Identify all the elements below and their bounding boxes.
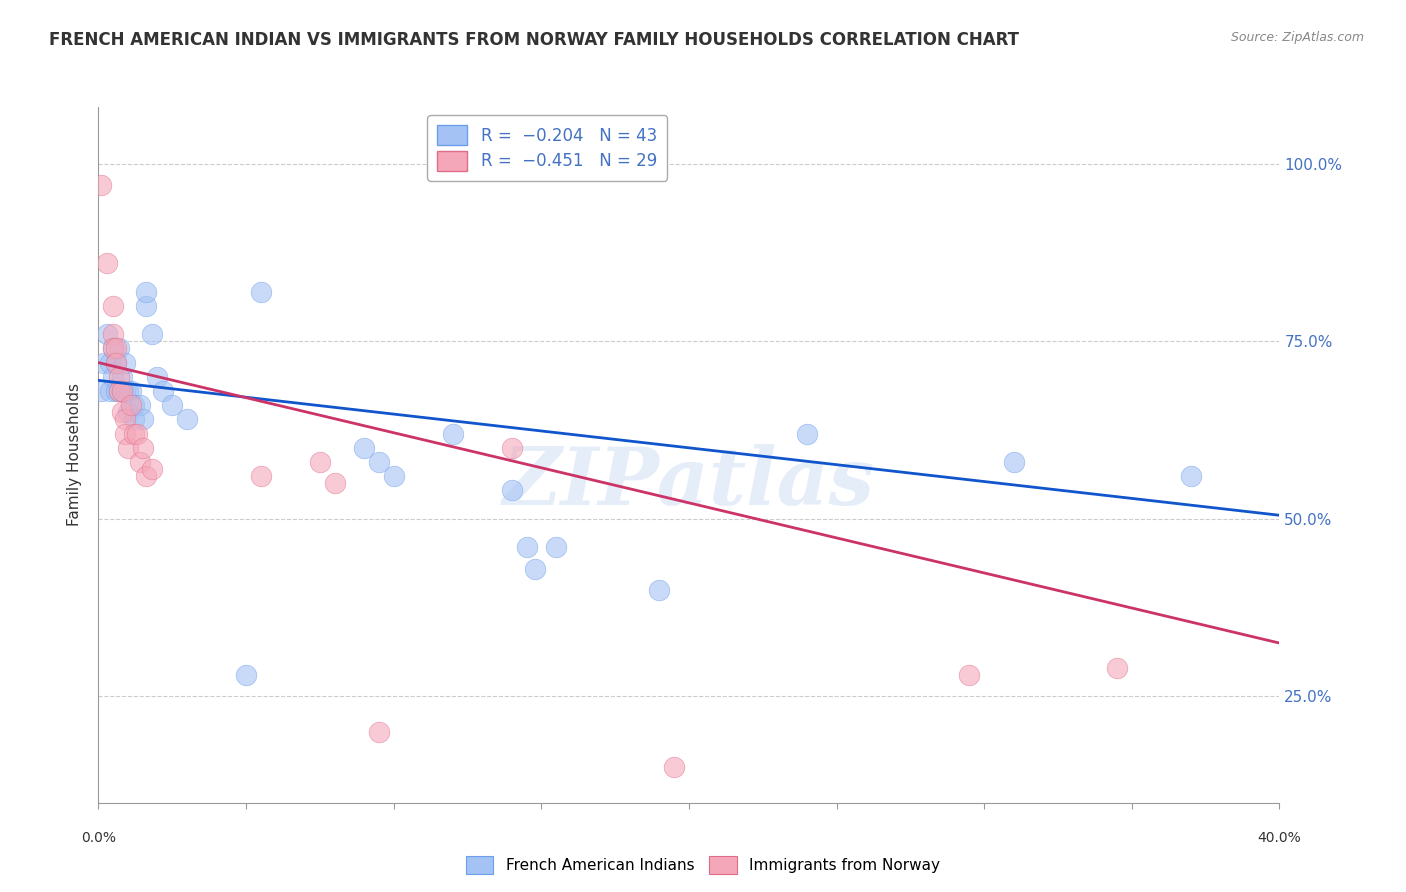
Point (441, 426, 464, 441)
Point (128, 455, 150, 469)
Point (103, 369, 125, 384)
Point (250, 285, 273, 299)
Point (111, 405, 134, 419)
Point (368, 724, 391, 739)
Point (111, 384, 134, 398)
Point (90, 178, 112, 193)
Point (108, 342, 131, 356)
Point (323, 476, 346, 491)
Point (103, 342, 125, 356)
Point (382, 469, 405, 483)
Point (98, 356, 121, 370)
Point (796, 426, 818, 441)
Point (105, 356, 128, 370)
Point (122, 412, 145, 426)
Point (235, 668, 257, 682)
Point (501, 483, 523, 498)
Point (117, 441, 139, 455)
Point (1105, 661, 1128, 675)
Point (120, 384, 142, 398)
Point (103, 327, 125, 342)
Text: 40.0%: 40.0% (1257, 831, 1302, 846)
Point (108, 384, 131, 398)
Point (141, 462, 163, 476)
Point (128, 398, 150, 412)
Point (120, 398, 142, 412)
Point (93, 356, 115, 370)
Point (959, 668, 981, 682)
Point (546, 540, 568, 554)
Point (117, 384, 139, 398)
Point (648, 582, 671, 597)
Point (105, 384, 128, 398)
Point (664, 760, 686, 774)
Text: ZIPatlas: ZIPatlas (503, 444, 875, 522)
Point (117, 405, 139, 419)
Point (90, 384, 112, 398)
Text: FRENCH AMERICAN INDIAN VS IMMIGRANTS FROM NORWAY FAMILY HOUSEHOLDS CORRELATION C: FRENCH AMERICAN INDIAN VS IMMIGRANTS FRO… (49, 31, 1019, 49)
Point (135, 285, 157, 299)
Point (162, 398, 183, 412)
Point (135, 299, 157, 313)
Point (141, 327, 163, 342)
Point (105, 342, 128, 356)
Point (250, 469, 273, 483)
Point (114, 412, 136, 426)
Point (114, 356, 136, 370)
Point (524, 561, 547, 575)
Text: 0.0%: 0.0% (82, 831, 115, 846)
Point (96, 327, 118, 342)
Point (111, 369, 134, 384)
Point (132, 412, 155, 426)
Point (114, 384, 136, 398)
Point (146, 369, 169, 384)
Point (96, 256, 118, 270)
Point (122, 426, 145, 441)
Point (309, 455, 332, 469)
Y-axis label: Family Households: Family Households (67, 384, 83, 526)
Point (125, 426, 148, 441)
Point (108, 369, 131, 384)
Point (111, 384, 134, 398)
Point (176, 412, 198, 426)
Point (515, 540, 537, 554)
Point (114, 426, 136, 441)
Legend: French American Indians, Immigrants from Norway: French American Indians, Immigrants from… (460, 850, 946, 880)
Text: Source: ZipAtlas.com: Source: ZipAtlas.com (1230, 31, 1364, 45)
Point (1180, 469, 1202, 483)
Point (501, 441, 523, 455)
Point (108, 384, 131, 398)
Legend: R =  −0.204   N = 43, R =  −0.451   N = 29: R = −0.204 N = 43, R = −0.451 N = 29 (427, 115, 666, 180)
Point (152, 384, 174, 398)
Point (103, 342, 125, 356)
Point (105, 356, 128, 370)
Point (132, 441, 155, 455)
Point (353, 441, 375, 455)
Point (1002, 455, 1025, 469)
Point (98, 384, 121, 398)
Point (135, 469, 157, 483)
Point (368, 455, 391, 469)
Point (103, 299, 125, 313)
Point (122, 398, 145, 412)
